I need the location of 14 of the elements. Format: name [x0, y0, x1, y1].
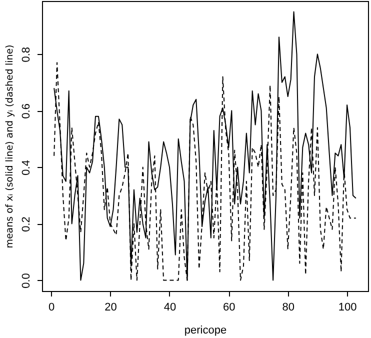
line-series [54, 11, 356, 281]
x-tick-label: 0 [48, 302, 55, 314]
y-tick-label: 0.0 [20, 273, 32, 288]
y-tick-label: 0.4 [20, 160, 32, 176]
x-tick-label: 80 [282, 302, 294, 314]
y-axis-title: means of xᵢ (solid line) and yᵢ (dashed line) [4, 44, 16, 248]
y-tick-label: 0.2 [20, 216, 32, 232]
y-tick-label: 0.6 [20, 104, 32, 119]
y-tick-label: 0.8 [20, 46, 32, 62]
x-axis-title: pericope [184, 324, 227, 336]
x-tick-label: 20 [104, 302, 117, 314]
x-tick-label: 40 [164, 302, 176, 314]
x-tick-label: 100 [338, 302, 357, 314]
x-tick-label: 60 [223, 302, 236, 314]
